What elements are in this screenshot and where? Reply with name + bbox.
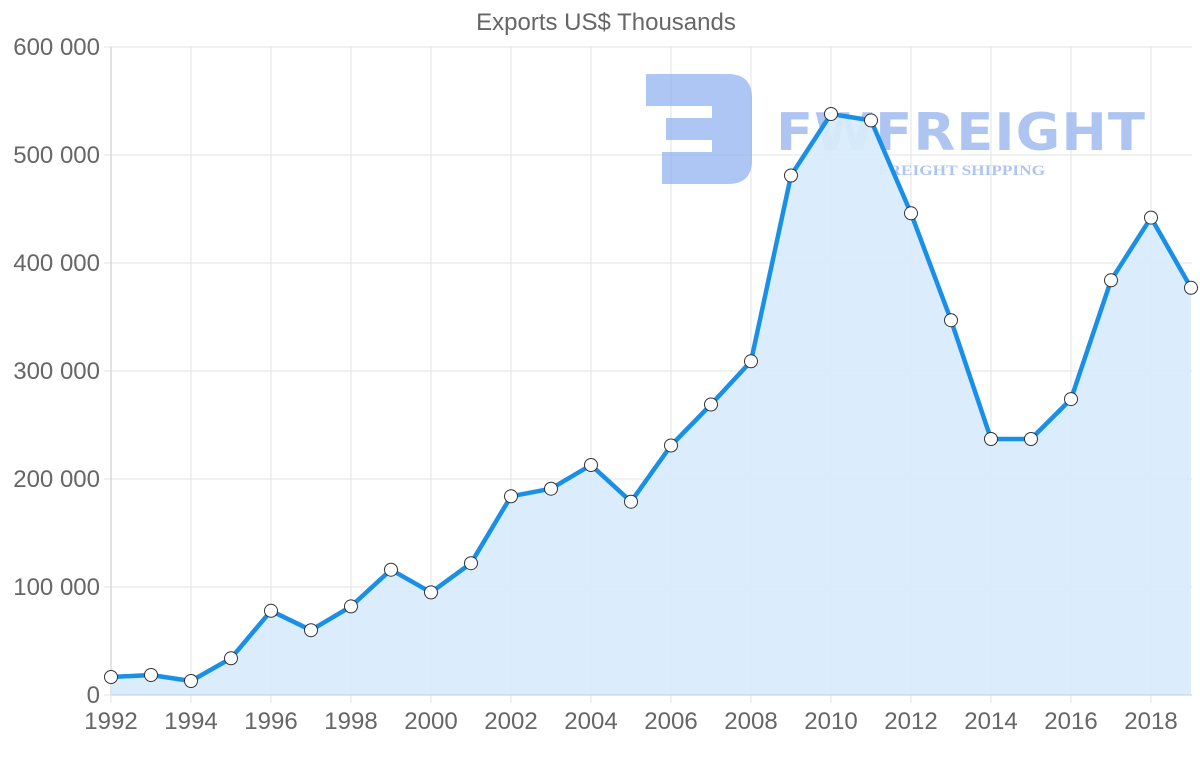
data-point-marker[interactable]: 1994: 13000: [184, 674, 198, 688]
data-point-marker[interactable]: 2011: 532000: [864, 113, 878, 128]
y-tick-label: 600 000: [13, 34, 100, 61]
data-point-marker[interactable]: 2013: 347000: [944, 313, 958, 328]
y-tick-label: 300 000: [13, 358, 100, 385]
x-tick-label: 2014: [964, 708, 1017, 735]
data-series: 1992: 16700 1993: 18500 1994: 13000 1995: 3…: [104, 107, 1198, 696]
x-tick-label: 2002: [484, 708, 537, 735]
data-point-marker[interactable]: 2019: 377000: [1184, 280, 1198, 295]
x-tick-label: 2018: [1124, 708, 1177, 735]
x-tick-label: 2016: [1044, 708, 1097, 735]
data-point-marker[interactable]: 1996: 78000: [264, 603, 278, 618]
fw-logo-icon: [646, 74, 752, 184]
data-point-marker[interactable]: 2010: 538000: [824, 107, 838, 121]
x-tick-label: 2006: [644, 708, 697, 735]
y-tick-label: 0: [87, 682, 100, 709]
watermark-tagline: FREIGHT SHIPPING: [878, 163, 1045, 179]
data-point-marker[interactable]: 2001: 122000: [464, 556, 478, 571]
data-point-marker[interactable]: 2006: 231000: [664, 438, 678, 453]
data-point-marker[interactable]: 2004: 213000: [584, 458, 598, 472]
data-point-marker[interactable]: 2016: 274000: [1064, 392, 1078, 407]
x-tick-label: 2012: [884, 708, 937, 735]
y-tick-label: 500 000: [13, 142, 100, 169]
data-point-marker[interactable]: 2008: 309000: [744, 354, 758, 369]
y-tick-label: 400 000: [13, 250, 100, 277]
y-tick-label: 200 000: [13, 466, 100, 493]
data-point-marker[interactable]: 2005: 179000: [624, 494, 638, 509]
x-tick-label: 2010: [804, 708, 857, 735]
data-point-marker[interactable]: 2007: 269000: [704, 397, 718, 412]
y-tick-label: 100 000: [13, 574, 100, 601]
chart-title: Exports US$ Thousands: [476, 9, 736, 36]
data-point-marker[interactable]: 2012: 446000: [904, 206, 918, 221]
data-point-marker[interactable]: 1999: 116000: [384, 562, 398, 577]
x-tick-label: 1998: [324, 708, 377, 735]
data-point-marker[interactable]: 1995: 34000: [224, 651, 238, 666]
data-point-marker[interactable]: 2009: 481000: [784, 168, 798, 183]
x-tick-label: 1992: [84, 708, 137, 735]
y-axis: 0 100 000 200 000 300 000 400 000 500 000 600 …: [13, 34, 100, 709]
data-point-marker[interactable]: 1993: 18500: [144, 668, 158, 682]
x-axis: 1992 1994 1996 1998 2000 2002 2004 2006 2008 2010…: [84, 708, 1177, 735]
data-point-marker[interactable]: 2015: 237000: [1024, 432, 1038, 446]
x-tick-label: 2008: [724, 708, 777, 735]
x-tick-label: 1994: [164, 708, 217, 735]
data-point-marker[interactable]: 2002: 184000: [504, 489, 518, 504]
area-fill: [111, 114, 1191, 695]
data-point-marker[interactable]: 2017: 384000: [1104, 273, 1118, 288]
data-point-marker[interactable]: 2003: 191000: [544, 481, 558, 496]
data-point-marker[interactable]: 2000: 95000: [424, 585, 438, 600]
series-line: [108, 111, 1194, 684]
x-tick-label: 1996: [244, 708, 297, 735]
x-tick-label: 2000: [404, 708, 457, 735]
data-point-marker[interactable]: 1992: 16700: [104, 670, 118, 684]
data-point-marker[interactable]: 2018: 442000: [1144, 210, 1158, 225]
data-point-marker[interactable]: 2014: 237000: [984, 432, 998, 446]
x-tick-label: 2004: [564, 708, 617, 735]
